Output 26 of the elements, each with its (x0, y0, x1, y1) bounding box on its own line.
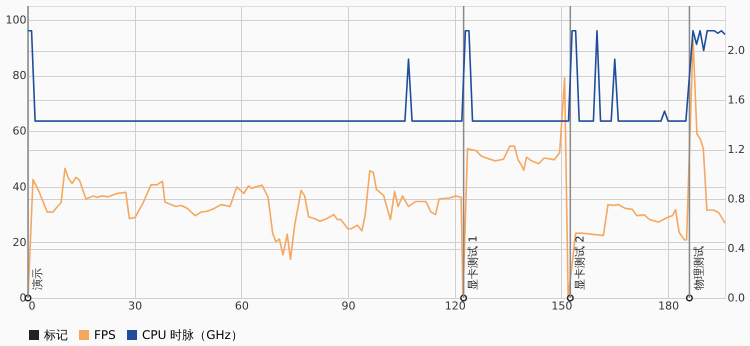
y-tick-label: 60 (12, 124, 26, 138)
y-tick-label: 80 (12, 69, 26, 82)
y2-tick-label: 1.6 (728, 94, 745, 107)
data-label: 显卡测试 2 (573, 236, 586, 290)
x-tick-label: 120 (444, 300, 466, 312)
y2-tick-label: 0.0 (728, 292, 745, 304)
line-series (27, 30, 726, 122)
data-label: 演示 (31, 268, 44, 290)
legend-label: FPS (94, 328, 116, 342)
x-tick-label: 90 (342, 300, 356, 312)
y-tick-label: 100 (6, 13, 26, 26)
legend-label: CPU 时脉（GHz） (142, 328, 243, 342)
x-tick-label: 150 (551, 300, 572, 312)
y-tick-label: 40 (12, 180, 26, 194)
y2-tick-label: 1.2 (728, 143, 745, 156)
data-label: 显卡测试 1 (466, 236, 480, 290)
legend-label: 标记 (43, 328, 68, 342)
x-tick-label: 0 (28, 300, 36, 312)
data-label: 物理测试 (692, 246, 706, 290)
y2-tick-label: 2.0 (728, 44, 745, 58)
y-tick-label: 20 (12, 236, 26, 249)
y2-tick-label: 0.8 (728, 192, 745, 206)
x-tick-label: 60 (234, 300, 249, 312)
x-tick-label: 180 (658, 300, 680, 312)
y2-tick-label: 0.4 (728, 242, 745, 256)
x-tick-label: 30 (128, 300, 142, 312)
